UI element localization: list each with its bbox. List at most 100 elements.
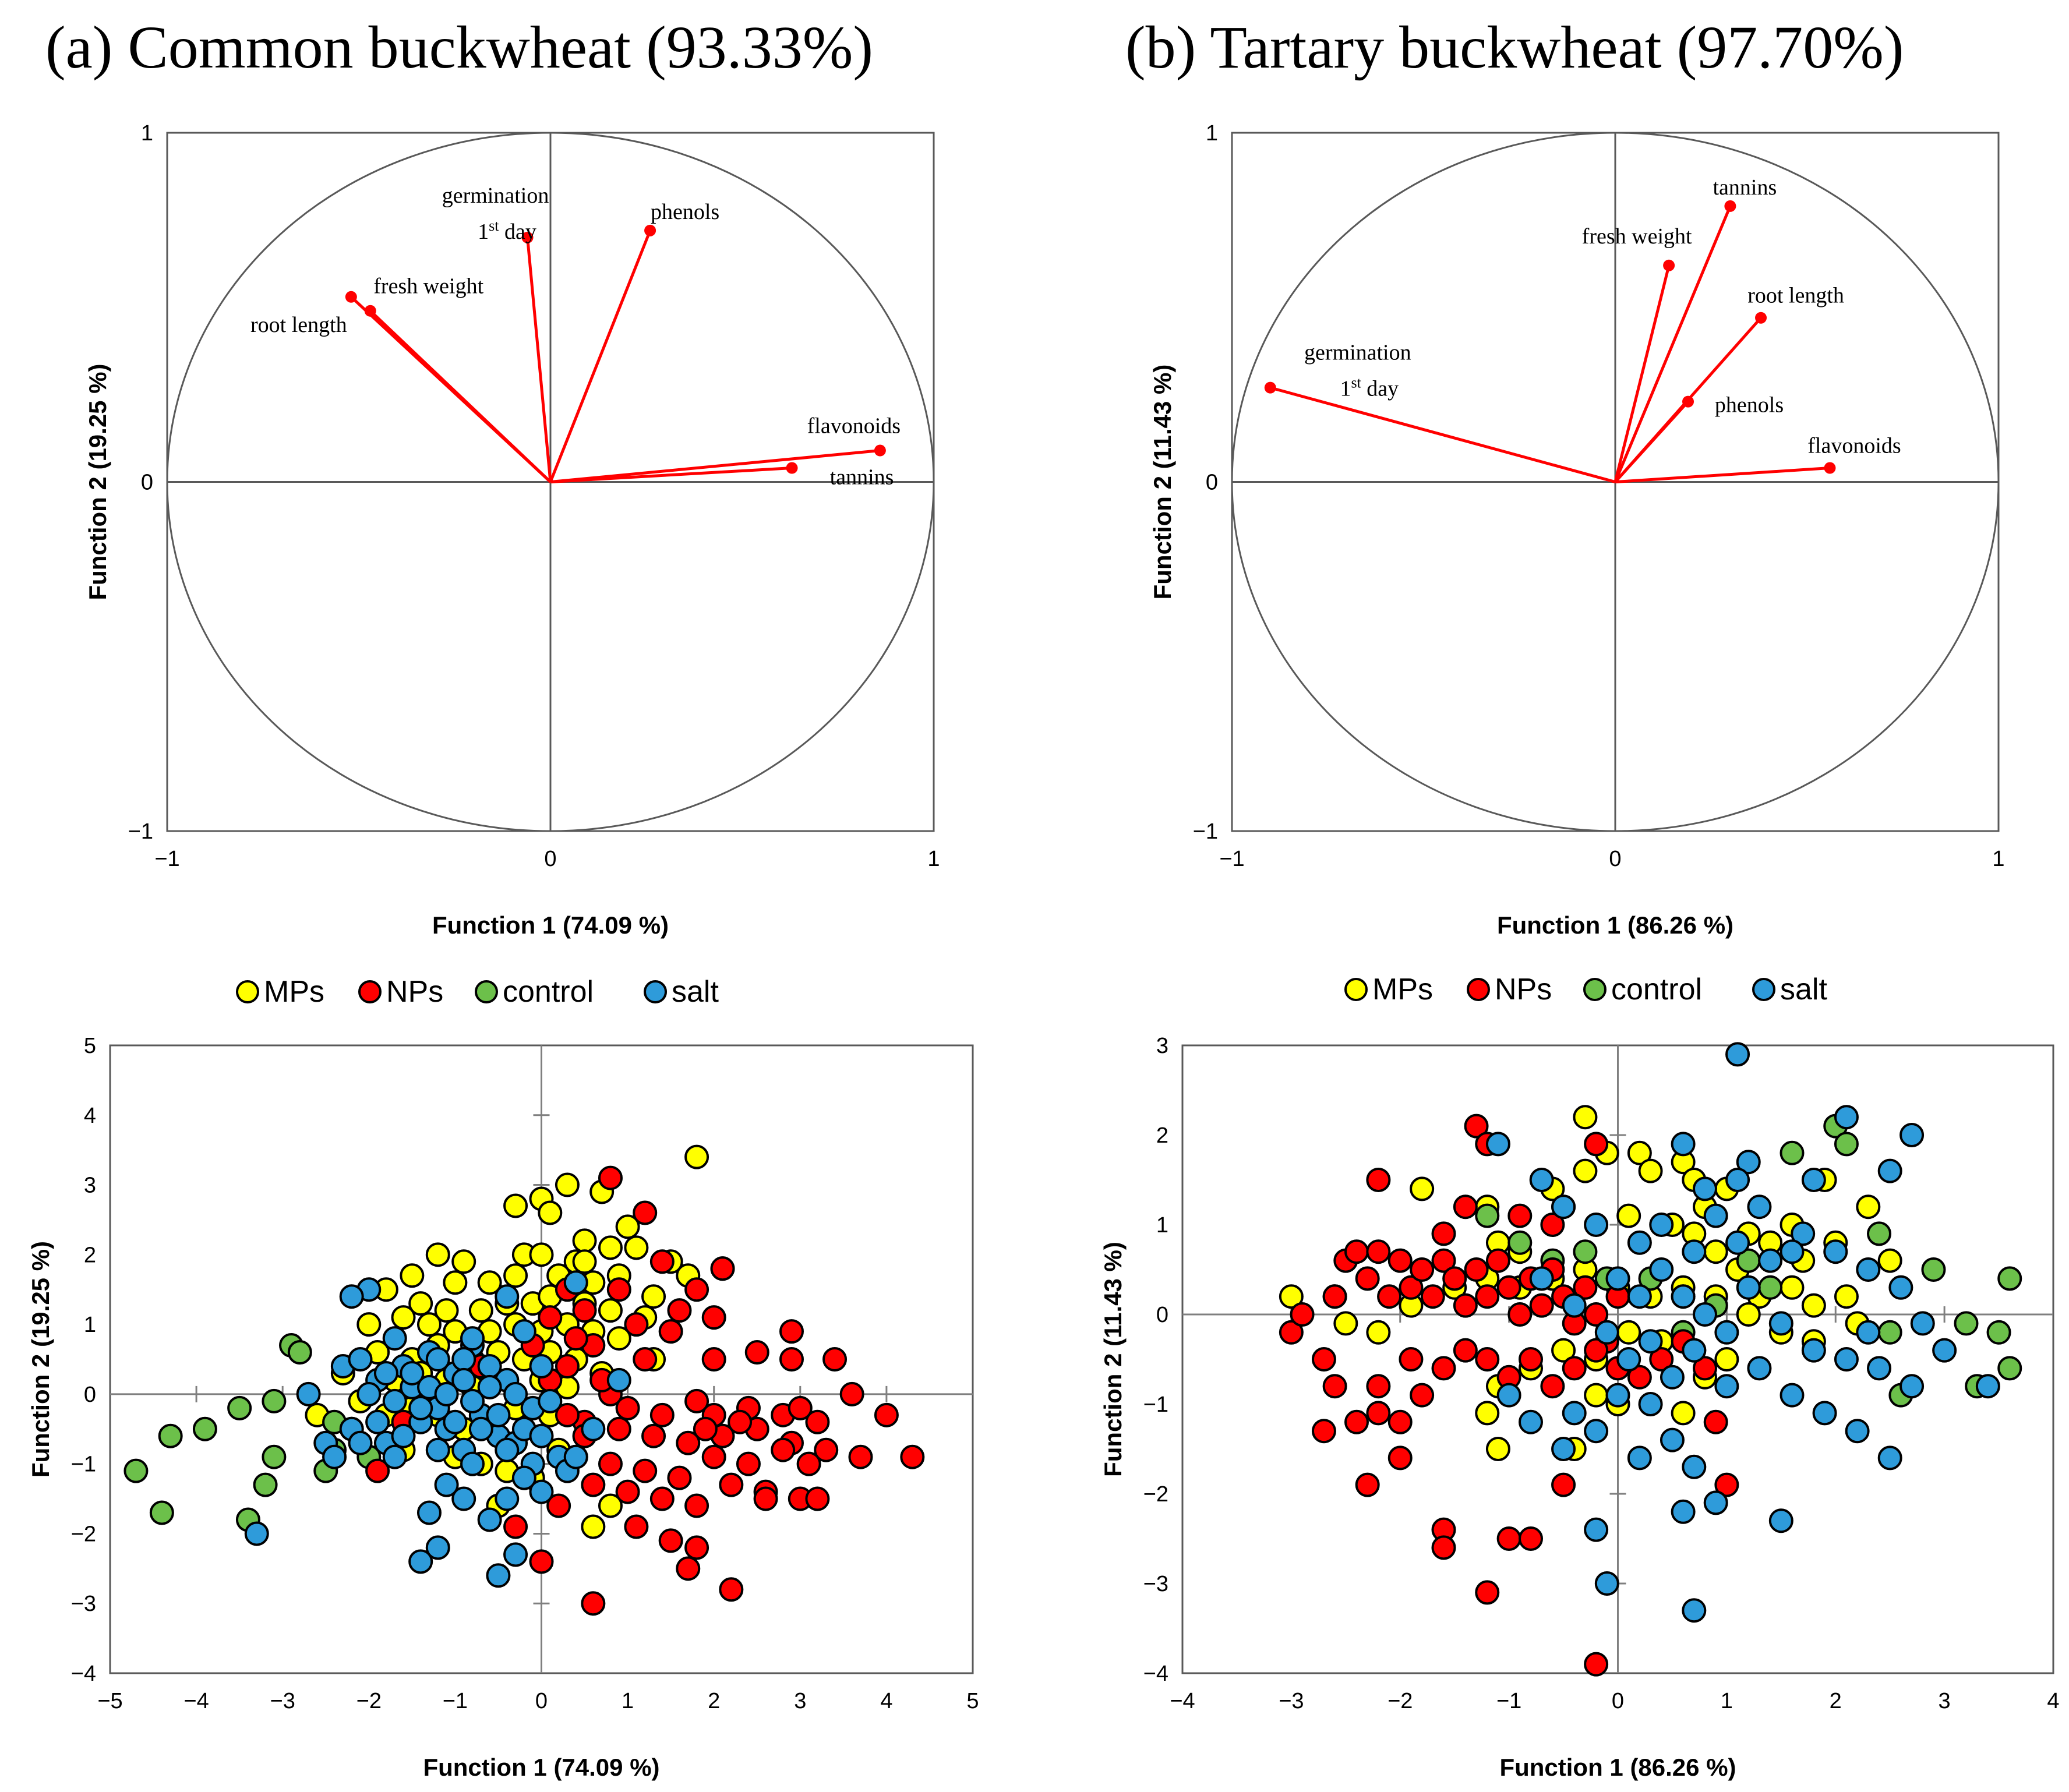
legend-marker (644, 980, 667, 1003)
score-point-salt (451, 1347, 476, 1372)
score-point-nps (555, 1402, 580, 1427)
score-point-nps (1714, 1472, 1739, 1497)
score-point-control (1986, 1320, 2011, 1345)
score-point-nps (1485, 1248, 1510, 1273)
score-point-nps (1584, 1652, 1609, 1677)
score-point-mps (606, 1326, 631, 1351)
vector-label: germination (442, 183, 549, 208)
x-tick-label: 1 (622, 1689, 634, 1713)
score-point-salt (460, 1388, 485, 1413)
score-point-mps (1616, 1203, 1641, 1228)
score-point-salt (1834, 1105, 1859, 1130)
y-tick-label: −4 (1143, 1662, 1168, 1686)
score-point-nps (1322, 1284, 1347, 1309)
score-point-nps (1399, 1275, 1424, 1300)
score-point-salt (1584, 1213, 1609, 1237)
score-point-salt (1529, 1168, 1554, 1192)
score-point-mps (1736, 1302, 1761, 1327)
score-point-nps (606, 1416, 631, 1441)
score-point-mps (503, 1193, 528, 1218)
x-tick-label: 2 (708, 1689, 720, 1713)
score-point-nps (1464, 1257, 1489, 1282)
score-point-nps (633, 1458, 658, 1483)
score-point-nps (1355, 1472, 1380, 1497)
score-point-nps (1377, 1284, 1402, 1309)
score-point-control (1834, 1132, 1859, 1157)
score-point-control (262, 1388, 287, 1413)
score-point-nps (736, 1451, 761, 1476)
y-tick-label: 5 (84, 1034, 96, 1058)
score-point-nps (1453, 1293, 1478, 1318)
score-point-salt (434, 1381, 459, 1406)
score-point-salt (425, 1347, 450, 1372)
score-point-salt (1671, 1284, 1696, 1309)
score-point-salt (529, 1423, 554, 1448)
score-point-salt (1594, 1571, 1619, 1596)
score-point-salt (1627, 1284, 1652, 1309)
score-point-mps (641, 1284, 666, 1309)
score-point-mps (434, 1298, 459, 1323)
score-point-nps (788, 1395, 813, 1420)
score-point-nps (606, 1277, 631, 1302)
vector-label: tannins (830, 465, 894, 490)
score-point-salt (495, 1284, 520, 1309)
score-point-salt (581, 1416, 606, 1441)
loading-point (1755, 312, 1767, 324)
score-point-mps (391, 1305, 416, 1330)
score-point-nps (1464, 1114, 1489, 1139)
score-point-salt (1703, 1490, 1728, 1515)
score-point-mps (529, 1242, 554, 1267)
score-point-nps (1519, 1526, 1543, 1551)
vector-label-line2: 1st day (1340, 374, 1399, 401)
score-point-nps (1322, 1374, 1347, 1399)
vector-label: phenols (1715, 393, 1784, 418)
score-point-nps (684, 1493, 709, 1518)
y-tick-label: −1 (1143, 1392, 1168, 1417)
score-point-nps (538, 1305, 563, 1330)
score-point-nps (719, 1472, 744, 1497)
score-point-mps (624, 1235, 649, 1260)
score-point-salt (1529, 1266, 1554, 1291)
score-point-salt (511, 1319, 536, 1344)
score-point-salt (1693, 1176, 1717, 1201)
x-tick-label: −1 (443, 1689, 468, 1713)
score-point-salt (1682, 1454, 1707, 1479)
score-point-nps (615, 1479, 640, 1504)
x-tick-label: 0 (535, 1689, 548, 1713)
score-point-mps (1638, 1158, 1663, 1183)
score-point-nps (1453, 1194, 1478, 1220)
score-point-nps (1366, 1374, 1391, 1399)
legend-label: control (1611, 973, 1702, 1006)
score-point-control (1997, 1356, 2022, 1381)
score-point-control (1954, 1311, 1979, 1336)
score-point-mps (1877, 1248, 1902, 1273)
score-point-salt (1551, 1437, 1576, 1461)
score-point-salt (1594, 1320, 1619, 1345)
score-point-nps (839, 1381, 864, 1406)
score-point-salt (1649, 1257, 1674, 1282)
score-point-mps (1714, 1347, 1739, 1372)
legend-marker (236, 980, 259, 1003)
score-point-salt (1682, 1239, 1707, 1264)
loading-point (644, 224, 656, 236)
score-point-nps (676, 1430, 701, 1455)
score-point-salt (1725, 1168, 1750, 1192)
score-point-salt (1485, 1132, 1510, 1157)
score-point-mps (598, 1235, 623, 1260)
x-tick-label: −1 (154, 847, 179, 871)
vector-label-rest: day (499, 220, 536, 244)
score-point-mps (1671, 1401, 1696, 1426)
score-point-nps (1290, 1302, 1315, 1327)
score-point-mps (1780, 1275, 1805, 1300)
vector-label-sup: st (489, 217, 499, 234)
score-point-mps (1333, 1311, 1358, 1336)
loading-vector (549, 229, 652, 483)
score-point-salt (1899, 1123, 1925, 1147)
vector-label: fresh weight (373, 274, 483, 299)
score-point-salt (400, 1360, 425, 1385)
score-point-nps (1366, 1168, 1391, 1192)
score-point-salt (416, 1500, 442, 1525)
legend-label: control (503, 975, 594, 1009)
score-point-salt (322, 1444, 347, 1469)
score-point-nps (779, 1319, 804, 1344)
